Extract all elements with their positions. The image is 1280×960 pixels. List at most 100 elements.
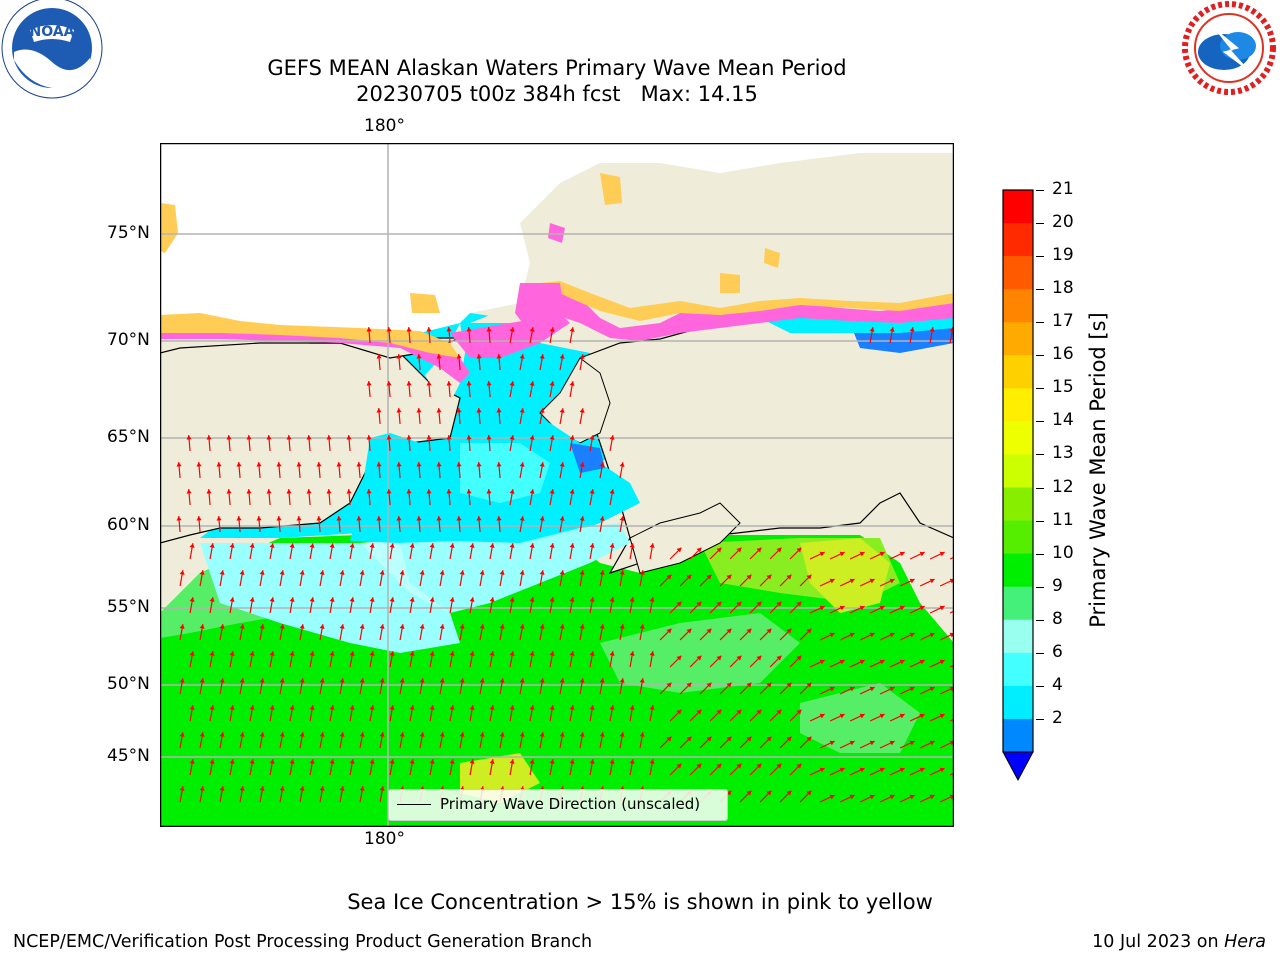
footer-credit: NCEP/EMC/Verification Post Processing Pr… [13, 932, 593, 952]
wave-arrow-head [179, 678, 185, 683]
wave-arrow-head [396, 462, 402, 467]
wave-arrow-head [806, 790, 812, 796]
wave-arrow-head [819, 605, 825, 611]
wave-arrow [949, 718, 954, 722]
wave-arrow-head [829, 686, 835, 692]
wave-arrow-head [246, 435, 252, 440]
footer-host: Hera [1224, 932, 1266, 952]
wave-arrow-head [929, 327, 935, 332]
wave-arrow-head [559, 408, 565, 413]
wave-arrow-head [476, 516, 482, 521]
wave-arrow-head [569, 489, 575, 494]
wave-arrow-head [549, 327, 555, 332]
wave-arrow-head [716, 709, 722, 715]
sea-ice-edge [600, 173, 622, 205]
wave-arrow-head [716, 763, 722, 769]
map-legend: Primary Wave Direction (unscaled) [388, 789, 728, 821]
wave-arrow-head [589, 705, 595, 710]
wave-arrow-head [299, 570, 305, 575]
wave-arrow-head [939, 713, 945, 719]
wave-arrow-head [839, 659, 845, 665]
wave-arrow-head [376, 408, 382, 413]
wave-arrow-head [329, 705, 335, 710]
wave-arrow-head [509, 597, 515, 602]
wave-arrow-head [869, 686, 875, 692]
wave-arrow-head [599, 624, 605, 629]
wave-arrow-head [589, 435, 595, 440]
wave-arrow-head [869, 740, 875, 746]
sea-ice-edge [160, 203, 178, 253]
wave-arrow-head [909, 794, 915, 800]
wave-arrow-head [266, 489, 272, 494]
wave-arrow-head [929, 632, 935, 638]
wave-arrow-head [176, 516, 182, 521]
wave-arrow-head [489, 651, 495, 656]
wave-arrow-head [529, 705, 535, 710]
wave-arrow-head [279, 624, 285, 629]
wave-arrow-head [476, 354, 482, 359]
wave-patch [800, 538, 890, 613]
wave-arrow-head [726, 574, 732, 580]
wave-arrow-head [869, 578, 875, 584]
colorbar-tick-mark [1036, 256, 1044, 258]
wave-arrow-head [489, 759, 495, 764]
wave-arrow-head [459, 678, 465, 683]
wave-arrow-head [259, 732, 265, 737]
wave-arrow-head [369, 597, 375, 602]
wave-arrow-head [529, 597, 535, 602]
wave-arrow-head [469, 597, 475, 602]
wave-arrow-head [179, 732, 185, 737]
wave-arrow-head [746, 628, 752, 634]
wave-arrow-head [349, 759, 355, 764]
wave-arrow-head [289, 705, 295, 710]
wave-arrow-head [356, 462, 362, 467]
wave-arrow-head [459, 570, 465, 575]
wave-arrow-head [609, 759, 615, 764]
wave-arrow-head [766, 628, 772, 634]
wave-arrow-head [289, 543, 295, 548]
wave-arrow-head [199, 786, 205, 791]
wave-arrow-head [939, 767, 945, 773]
wave-arrow-head [579, 408, 585, 413]
wave-arrow-head [436, 462, 442, 467]
wave-arrow-head [706, 736, 712, 742]
wave-arrow-head [486, 381, 492, 386]
wave-arrow-head [499, 732, 505, 737]
wave-arrow-head [569, 543, 575, 548]
wave-arrow-head [379, 570, 385, 575]
wave-arrow-head [539, 732, 545, 737]
wave-arrow-head [306, 435, 312, 440]
wave-arrow-head [559, 462, 565, 467]
wave-arrow-head [776, 763, 782, 769]
map-panel [160, 143, 954, 827]
wave-arrow-head [839, 551, 845, 557]
wave-arrow-head [276, 462, 282, 467]
wave-arrow-head [559, 678, 565, 683]
wave-arrow-head [549, 597, 555, 602]
wave-arrow-head [509, 327, 515, 332]
lat-label-65: 65°N [107, 427, 150, 447]
colorbar-tick-mark [1036, 223, 1044, 225]
wave-arrow-head [696, 655, 702, 661]
wave-arrow-head [489, 543, 495, 548]
wave-arrow-head [696, 547, 702, 553]
wave-arrow-head [579, 570, 585, 575]
wave-arrow-head [919, 767, 925, 773]
sea-ice-edge [548, 223, 565, 243]
wave-arrow-head [539, 678, 545, 683]
wave-arrow-head [446, 489, 452, 494]
wave-arrow-head [496, 408, 502, 413]
wave-arrow-head [319, 786, 325, 791]
wave-arrow-head [869, 794, 875, 800]
wave-arrow-head [589, 543, 595, 548]
wave-arrow-head [239, 732, 245, 737]
colorbar-segment [1003, 652, 1033, 687]
wave-arrow-head [436, 354, 442, 359]
wave-arrow-head [716, 655, 722, 661]
wave-arrow-head [406, 327, 412, 332]
wave-arrow-head [286, 435, 292, 440]
wave-arrow-head [409, 543, 415, 548]
wave-arrow-head [199, 678, 205, 683]
wave-arrow-head [479, 570, 485, 575]
noaa-logo: NOAA [1, 0, 103, 99]
